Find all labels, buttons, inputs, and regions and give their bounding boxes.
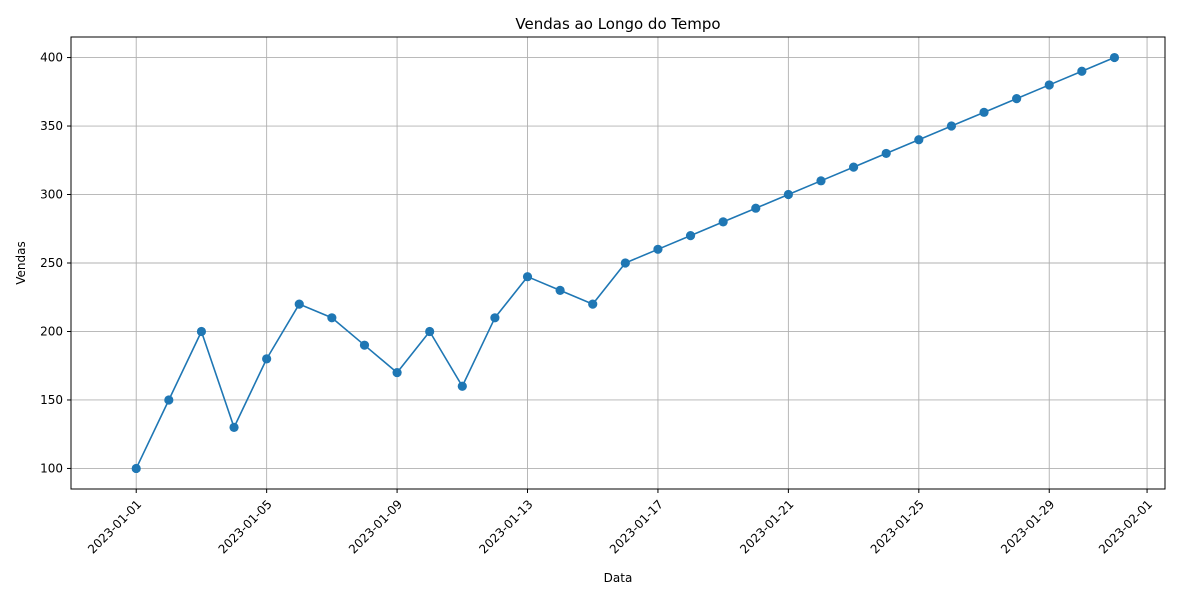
data-point — [653, 244, 663, 254]
y-tick-label: 100 — [40, 461, 63, 475]
data-point — [131, 463, 141, 474]
data-point — [881, 148, 891, 159]
data-point — [848, 162, 859, 172]
data-point — [425, 326, 435, 337]
y-tick-label: 150 — [40, 393, 63, 407]
data-point — [783, 189, 793, 200]
data-point — [946, 121, 957, 131]
data-point — [522, 272, 533, 282]
series-layer — [131, 52, 1120, 474]
y-tick-label: 200 — [40, 324, 63, 338]
data-point — [196, 326, 207, 337]
y-tick-label: 300 — [40, 188, 63, 202]
data-point — [751, 203, 761, 213]
data-point — [588, 299, 598, 309]
data-point — [620, 258, 630, 268]
data-point — [555, 285, 565, 295]
data-point — [718, 217, 728, 227]
y-tick-label: 350 — [40, 119, 63, 133]
data-point — [1012, 94, 1022, 104]
data-point — [816, 176, 826, 186]
y-tick-label: 400 — [40, 51, 63, 65]
data-point — [392, 367, 402, 378]
data-point — [457, 381, 467, 391]
data-point — [1077, 66, 1087, 76]
y-axis-label: Vendas — [14, 241, 28, 285]
data-point — [979, 107, 989, 117]
data-point — [685, 231, 696, 241]
y-tick-label: 250 — [40, 256, 63, 270]
data-point — [359, 340, 370, 350]
grid-lines — [71, 37, 1165, 489]
data-point — [914, 135, 924, 145]
data-point — [262, 354, 272, 364]
data-point — [294, 299, 304, 309]
x-axis-label: Data — [604, 571, 633, 585]
chart-title: Vendas ao Longo do Tempo — [515, 15, 720, 33]
data-point — [164, 395, 174, 405]
data-point — [327, 313, 337, 323]
data-point — [1109, 52, 1120, 63]
data-point — [229, 422, 239, 432]
data-point — [490, 313, 500, 323]
data-point — [1044, 80, 1054, 90]
